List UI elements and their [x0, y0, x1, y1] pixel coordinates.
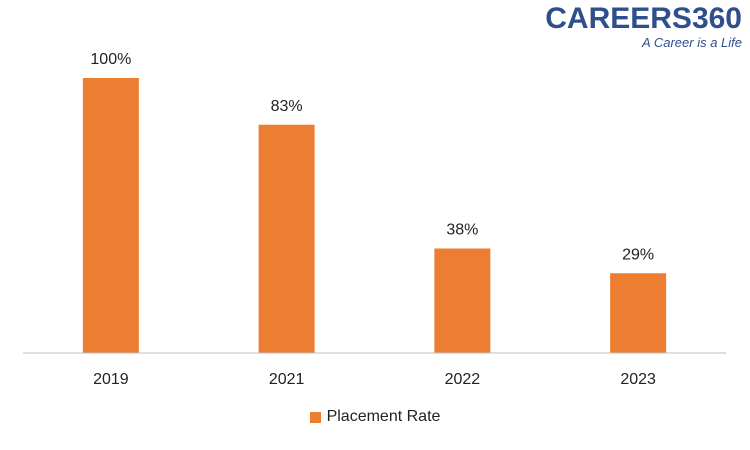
bars-group [82, 78, 667, 353]
legend: Placement Rate [0, 408, 750, 426]
x-tick-label-2023: 2023 [620, 371, 656, 388]
logo-tagline: A Career is a Life [642, 35, 742, 50]
x-tick-label-2021: 2021 [269, 371, 305, 388]
data-label-2023: 29% [622, 246, 654, 263]
data-labels-group: 100% 83% 38% 29% [90, 51, 654, 263]
x-tick-labels-group: 2019 2021 2022 2023 [93, 371, 656, 388]
data-label-2021: 83% [271, 98, 303, 115]
legend-swatch [309, 411, 321, 423]
data-label-2022: 38% [446, 222, 478, 239]
careers360-logo: CAREERS360 A Career is a Life [545, 2, 742, 50]
legend-label: Placement Rate [326, 408, 441, 425]
data-label-2019: 100% [90, 51, 131, 68]
x-tick-label-2019: 2019 [93, 371, 129, 388]
bar-2022 [434, 248, 491, 353]
bar-2019 [82, 78, 139, 353]
x-tick-label-2022: 2022 [445, 371, 481, 388]
bar-2023 [610, 273, 667, 353]
bar-2021 [258, 124, 315, 353]
logo-text: CAREERS360 [545, 2, 742, 35]
